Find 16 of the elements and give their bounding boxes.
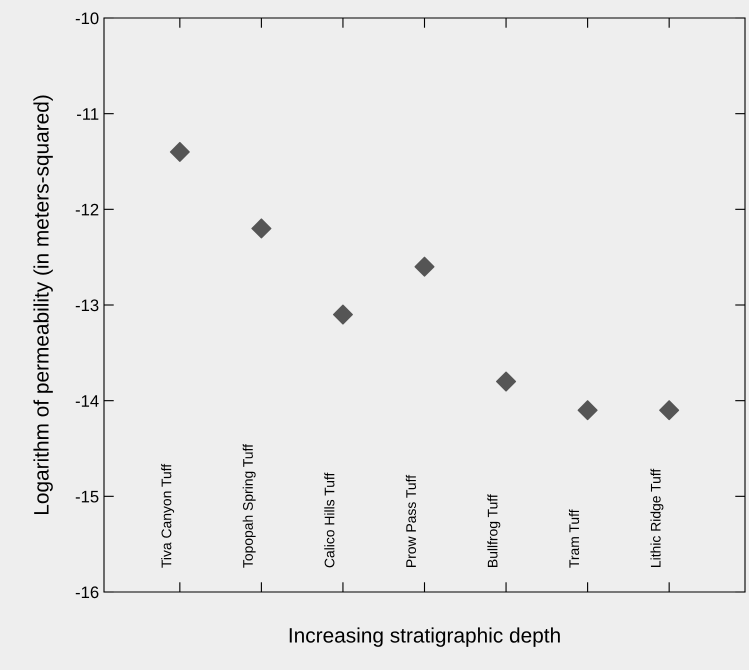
x-tick-label: Tiva Canyon Tuff [161, 464, 174, 568]
x-axis-title: Increasing stratigraphic depth [290, 627, 560, 647]
y-tick-label: -14 [76, 395, 99, 407]
y-tick-label: -12 [76, 204, 98, 216]
y-tick-label: -10 [76, 12, 98, 24]
y-axis-title: Logarithm of permeability (in meters-squared) [33, 96, 53, 514]
x-tick-label: Topopah Spring Tuff [242, 444, 256, 568]
x-tick-label: Prow Pass Tuff [406, 474, 416, 567]
x-tick-label: Calico Hills Tuff [324, 472, 334, 568]
x-tick-label: Bullfrog Tuff [487, 494, 500, 567]
y-tick-label: -15 [76, 490, 98, 503]
y-tick-label: -11 [77, 108, 98, 120]
x-tick-label: Tram Tuff [568, 509, 580, 568]
y-tick-label: -16 [76, 586, 98, 598]
y-tick-label: -13 [76, 299, 98, 312]
x-tick-label: Lithic Ridge Tuff [650, 468, 664, 567]
